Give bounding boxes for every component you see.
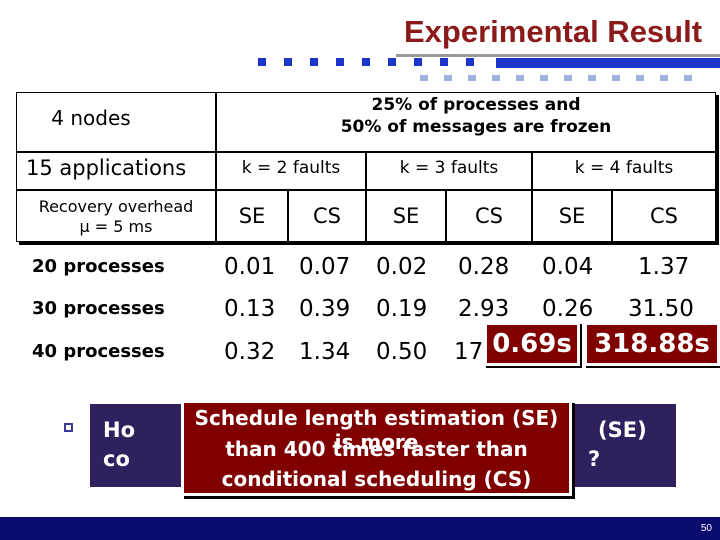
cell-30-se-k2: 0.13 <box>224 296 276 322</box>
fault-k2-label: k = 2 faults <box>241 158 341 178</box>
fault-k3-label: k = 3 faults <box>399 158 499 178</box>
header-frozen-box <box>216 92 716 152</box>
header-se3-box <box>532 190 612 242</box>
header-cs2-box <box>446 190 532 242</box>
header-cs3-box <box>612 190 716 242</box>
header-k2-box <box>216 152 366 190</box>
cell-20-cs-k3: 0.28 <box>458 254 510 280</box>
title-underline <box>396 54 720 57</box>
cell-20-se-k2: 0.01 <box>224 254 276 280</box>
row-label-40: 40 processes <box>32 341 165 362</box>
footer-bar <box>0 517 720 540</box>
bullet-icon <box>64 423 73 432</box>
cell-20-cs-k4: 1.37 <box>638 254 690 280</box>
cell-20-se-k3: 0.02 <box>376 254 428 280</box>
overhead-line-1: Recovery overhead <box>38 196 194 216</box>
question-line2-end: ? <box>588 447 601 471</box>
decorative-bar <box>496 58 720 68</box>
cell-40-se-k3: 0.50 <box>376 339 428 365</box>
cell-40-cs-k3: 17 <box>454 339 484 365</box>
callout-box: Schedule length estimation (SE) is more … <box>181 400 572 496</box>
nodes-label: 4 nodes <box>51 106 131 130</box>
cell-20-cs-k2: 0.07 <box>299 254 351 280</box>
method-cs-2: CS <box>475 204 503 228</box>
cell-20-se-k4: 0.04 <box>542 254 594 280</box>
header-k4-box <box>532 152 716 190</box>
header-overhead-box <box>16 190 216 242</box>
cell-30-cs-k4: 31.50 <box>628 296 694 322</box>
header-k3-box <box>366 152 532 190</box>
method-se-3: SE <box>558 204 586 228</box>
header-apps-box <box>16 152 216 190</box>
cell-40-cs-k2: 1.34 <box>299 339 351 365</box>
row-label-30: 30 processes <box>32 298 165 319</box>
cell-30-cs-k3: 2.93 <box>458 296 510 322</box>
method-se-2: SE <box>392 204 420 228</box>
decorative-dots-light <box>420 75 720 83</box>
header-cs1-box <box>288 190 366 242</box>
header-nodes-box <box>16 92 216 152</box>
frozen-line-2: 50% of messages are frozen <box>340 116 612 137</box>
question-line1-start: Ho <box>103 418 136 442</box>
highlight-se-k4-40: 0.69s <box>484 322 580 366</box>
highlight-cs-k4-40: 318.88s <box>584 322 720 366</box>
callout-line-2: than 400 times faster than <box>225 437 528 461</box>
question-line2-start: co <box>103 447 130 471</box>
decorative-dots <box>258 58 720 68</box>
cell-30-cs-k2: 0.39 <box>299 296 351 322</box>
page-number: 50 <box>700 523 712 534</box>
overhead-line-2: μ = 5 ms <box>79 216 153 236</box>
slide-title: Experimental Result <box>404 14 703 49</box>
cell-40-se-k2: 0.32 <box>224 339 276 365</box>
row-label-20: 20 processes <box>32 256 165 277</box>
frozen-line-1: 25% of processes and <box>371 94 581 115</box>
method-cs-3: CS <box>650 204 678 228</box>
header-se2-box <box>366 190 446 242</box>
method-se-1: SE <box>238 204 266 228</box>
header-se1-box <box>216 190 288 242</box>
question-line1-end: (SE) <box>598 418 647 442</box>
applications-label: 15 applications <box>26 156 187 180</box>
callout-line-3: conditional scheduling (CS) <box>221 467 532 491</box>
cell-30-se-k4: 0.26 <box>542 296 594 322</box>
fault-k4-label: k = 4 faults <box>574 158 674 178</box>
method-cs-1: CS <box>313 204 341 228</box>
callout-line-1: Schedule length estimation (SE) is more <box>194 406 559 454</box>
cell-30-se-k3: 0.19 <box>376 296 428 322</box>
